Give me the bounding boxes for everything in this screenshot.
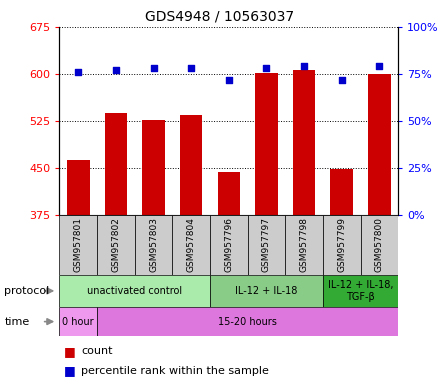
FancyBboxPatch shape: [97, 215, 135, 275]
Point: [112, 67, 119, 73]
Bar: [330, 169, 353, 215]
Text: percentile rank within the sample: percentile rank within the sample: [81, 366, 269, 376]
FancyBboxPatch shape: [59, 215, 97, 275]
Point: [150, 65, 157, 71]
Bar: [105, 113, 127, 215]
Text: GSM957800: GSM957800: [375, 217, 384, 272]
FancyBboxPatch shape: [59, 307, 97, 336]
Text: ■: ■: [64, 345, 76, 358]
Bar: [368, 74, 391, 215]
Text: GSM957803: GSM957803: [149, 217, 158, 272]
Bar: [293, 70, 315, 215]
Point: [263, 65, 270, 71]
Text: GSM957802: GSM957802: [111, 217, 121, 272]
Text: ■: ■: [64, 364, 76, 377]
Text: protocol: protocol: [4, 286, 50, 296]
Text: GSM957801: GSM957801: [74, 217, 83, 272]
Point: [187, 65, 194, 71]
FancyBboxPatch shape: [285, 215, 323, 275]
Bar: [217, 172, 240, 215]
Bar: [180, 115, 202, 215]
Text: count: count: [81, 346, 113, 356]
Text: IL-12 + IL-18,
TGF-β: IL-12 + IL-18, TGF-β: [328, 280, 393, 302]
Text: GSM957796: GSM957796: [224, 217, 233, 272]
Text: unactivated control: unactivated control: [87, 286, 182, 296]
Point: [301, 63, 308, 70]
Text: 0 hour: 0 hour: [62, 316, 94, 327]
Text: GDS4948 / 10563037: GDS4948 / 10563037: [146, 10, 294, 23]
Bar: [255, 73, 278, 215]
Text: 15-20 hours: 15-20 hours: [218, 316, 277, 327]
FancyBboxPatch shape: [172, 215, 210, 275]
Text: IL-12 + IL-18: IL-12 + IL-18: [235, 286, 297, 296]
Bar: [67, 161, 89, 215]
Bar: [142, 120, 165, 215]
Text: GSM957797: GSM957797: [262, 217, 271, 272]
FancyBboxPatch shape: [248, 215, 285, 275]
Text: GSM957799: GSM957799: [337, 217, 346, 272]
FancyBboxPatch shape: [97, 307, 398, 336]
FancyBboxPatch shape: [210, 275, 323, 307]
Text: GSM957804: GSM957804: [187, 217, 196, 272]
Point: [75, 69, 82, 75]
FancyBboxPatch shape: [210, 215, 248, 275]
Point: [338, 76, 345, 83]
Text: GSM957798: GSM957798: [300, 217, 308, 272]
Point: [225, 76, 232, 83]
FancyBboxPatch shape: [323, 215, 360, 275]
FancyBboxPatch shape: [135, 215, 172, 275]
FancyBboxPatch shape: [59, 275, 210, 307]
Text: time: time: [4, 316, 29, 327]
FancyBboxPatch shape: [323, 275, 398, 307]
Point: [376, 63, 383, 70]
FancyBboxPatch shape: [360, 215, 398, 275]
